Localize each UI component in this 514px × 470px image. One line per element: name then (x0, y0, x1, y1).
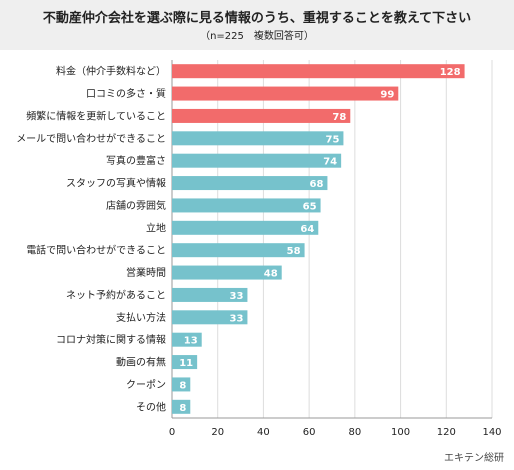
category-label: 支払い方法 (116, 311, 166, 324)
category-label: 料金（仲介手数料など） (56, 65, 166, 78)
data-label: 48 (264, 269, 278, 280)
x-tick-label: 60 (303, 427, 316, 438)
data-label: 33 (230, 313, 244, 324)
data-label: 11 (179, 358, 193, 369)
data-label: 8 (179, 380, 186, 391)
chart-header: 不動産仲介会社を選ぶ際に見る情報のうち、重視することを教えて下さい （n=225… (0, 0, 514, 50)
x-tick-label: 20 (211, 427, 224, 438)
source-label: エキテン総研 (444, 453, 504, 464)
bar (172, 310, 248, 325)
x-tick-label: 120 (437, 427, 456, 438)
bar (172, 153, 342, 168)
category-label: 口コミの多さ・質 (86, 87, 166, 100)
x-tick-label: 80 (348, 427, 361, 438)
bar (172, 198, 321, 213)
category-label: 写真の豊富さ (106, 154, 166, 167)
category-label: クーポン (126, 379, 166, 391)
category-label: コロナ対策に関する情報 (56, 333, 166, 346)
data-label: 8 (179, 403, 186, 414)
data-label: 74 (323, 157, 337, 168)
data-label: 75 (326, 134, 340, 145)
bar (172, 64, 465, 79)
bar (172, 265, 282, 280)
x-tick-label: 40 (257, 427, 270, 438)
bar (172, 220, 319, 235)
chart-subtitle: （n=225 複数回答可） (200, 31, 314, 42)
chart-title: 不動産仲介会社を選ぶ際に見る情報のうち、重視することを教えて下さい (42, 11, 472, 26)
bar (172, 86, 399, 101)
bar (172, 131, 344, 146)
category-label: 店舗の雰囲気 (106, 199, 166, 212)
data-label: 33 (230, 291, 244, 302)
category-label: 立地 (146, 221, 166, 234)
bar (172, 377, 191, 392)
data-label: 68 (310, 179, 324, 190)
data-label: 13 (184, 336, 198, 347)
category-label: 動画の有無 (116, 356, 166, 369)
category-label: メールで問い合わせができること (16, 132, 166, 145)
data-label: 128 (440, 67, 461, 78)
x-tick-label: 0 (169, 427, 175, 438)
category-label: その他 (136, 400, 166, 413)
data-label: 65 (303, 201, 317, 212)
bar (172, 399, 191, 414)
category-label: ネット予約があること (66, 288, 166, 301)
bar (172, 332, 202, 347)
x-tick-label: 140 (482, 427, 501, 438)
data-label: 99 (380, 90, 394, 101)
bar (172, 108, 351, 123)
category-label: スタッフの写真や情報 (66, 177, 166, 190)
data-label: 58 (287, 246, 301, 257)
bar (172, 355, 198, 370)
bar (172, 176, 328, 191)
bar (172, 287, 248, 302)
category-label: 電話で問い合わせができること (26, 244, 166, 257)
x-tick-label: 100 (391, 427, 410, 438)
bar (172, 243, 305, 258)
category-label: 営業時間 (126, 266, 166, 279)
data-label: 78 (332, 112, 346, 123)
data-label: 64 (300, 224, 314, 235)
category-label: 頻繁に情報を更新していること (26, 109, 166, 122)
